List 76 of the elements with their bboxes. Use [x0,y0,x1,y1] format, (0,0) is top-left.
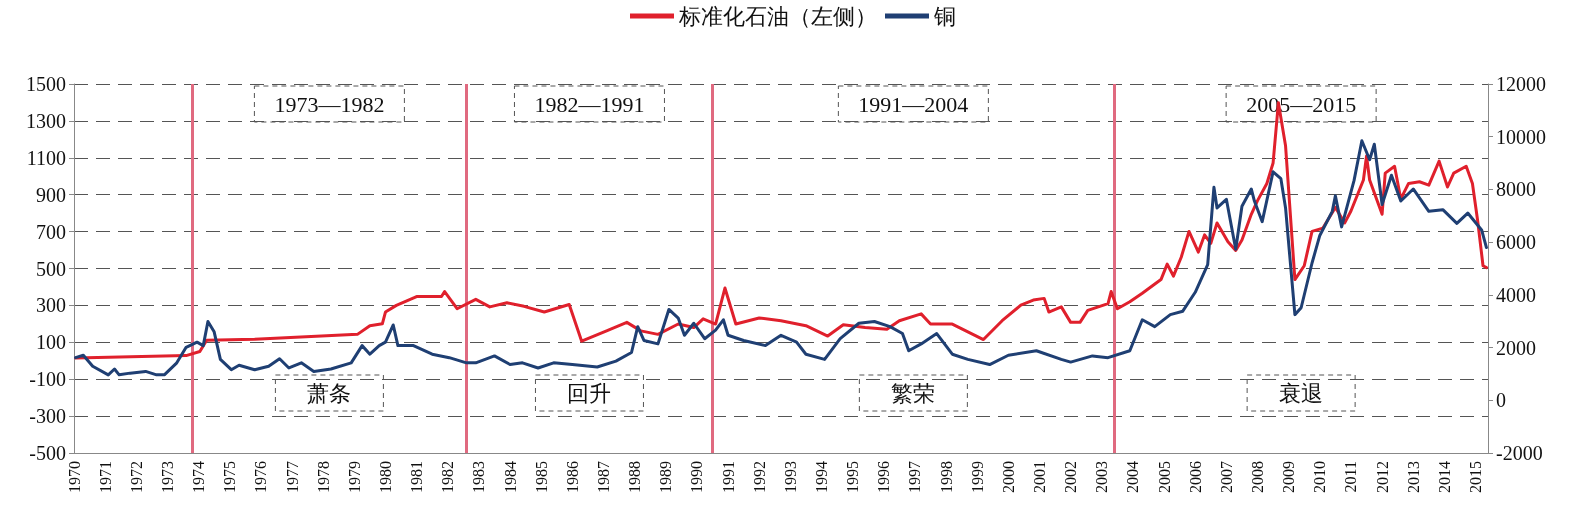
x-tick-label: 1982 [439,461,457,493]
y-tick-label: -300 [29,405,66,428]
x-tick-label: 1995 [844,461,862,493]
annotation: 衰退 [1279,380,1324,406]
x-tick-label: 1999 [968,461,986,493]
x-tick-label: 1998 [937,461,955,493]
x-tick-label: 1976 [252,461,270,493]
y-tick-label: 700 [36,220,66,243]
x-tick-label: 1993 [781,461,799,493]
x-tick-label: 2000 [999,461,1017,493]
x-tick-label: 1970 [65,461,83,493]
x-tick-label: 1971 [96,461,114,493]
y-tick-label: 100 [36,331,66,354]
y-tick-label: 1100 [26,146,66,169]
x-tick-label: 1989 [657,461,675,493]
annotation: 萧条 [307,380,352,406]
legend-label: 铜 [933,3,956,29]
x-tick-label: 1977 [283,461,301,493]
x-tick-label: 1996 [875,461,893,493]
annotation: 1973—1982 [274,91,385,117]
x-tick-label: 1974 [190,461,208,493]
x-tick-label: 2005 [1155,461,1173,493]
x-tick-label: 1979 [345,461,363,493]
x-tick-label: 2002 [1062,461,1080,493]
x-tick-label: 1985 [532,461,550,493]
y2-tick-label: 10000 [1496,125,1546,148]
x-tick-label: 1994 [812,461,830,493]
y-tick-label: -500 [29,442,66,464]
x-tick-label: 2008 [1249,461,1267,493]
x-tick-label: 2007 [1217,461,1235,493]
y2-tick-label: 8000 [1496,178,1536,201]
x-tick-label: 1990 [688,461,706,493]
x-tick-label: 1984 [501,461,519,493]
x-tick-label: 1987 [594,461,612,493]
y-tick-label: 900 [36,183,66,206]
legend-label: 标准化石油（左侧） [678,3,877,29]
x-tick-label: 2013 [1404,461,1422,493]
y-tick-label: 500 [36,257,66,280]
x-tick-label: 2003 [1093,461,1111,493]
y-tick-label: 1300 [26,109,66,132]
x-tick-label: 2010 [1311,461,1329,493]
y-tick-label: -100 [29,368,66,391]
x-tick-label: 2014 [1435,461,1453,493]
y-tick-label: 300 [36,294,66,317]
x-tick-label: 2012 [1373,461,1391,493]
annotation: 1982—1991 [534,91,645,117]
x-tick-label: 1983 [470,461,488,493]
x-tick-label: 1978 [314,461,332,493]
line-series [74,139,1488,377]
x-tick-label: 1981 [408,461,426,493]
x-tick-label: 1986 [563,461,581,493]
x-tick-label: 1975 [221,461,239,493]
y-tick-label: 1500 [26,73,66,95]
x-tick-label: 2009 [1280,461,1298,493]
annotation: 回升 [567,380,612,406]
y2-tick-label: 12000 [1496,73,1546,95]
x-tick-label: 1980 [376,461,394,493]
y2-tick-label: -2000 [1496,442,1543,464]
y2-tick-label: 4000 [1496,283,1536,306]
x-tick-label: 1988 [626,461,644,493]
y2-tick-label: 0 [1496,389,1506,412]
x-tick-label: 2011 [1342,461,1360,493]
x-tick-label: 1992 [750,461,768,493]
x-tick-label: 2001 [1031,461,1049,493]
x-tick-label: 2004 [1124,461,1142,493]
x-tick-label: 2006 [1186,461,1204,493]
x-tick-label: 2015 [1467,461,1485,493]
x-tick-label: 1991 [719,461,737,493]
x-tick-label: 1973 [158,461,176,493]
x-tick-label: 1972 [127,461,145,493]
y2-tick-label: 2000 [1496,336,1536,359]
x-tick-label: 1997 [906,461,924,493]
y2-tick-label: 6000 [1496,231,1536,254]
annotation: 繁荣 [891,380,936,406]
annotation: 1991—2004 [858,91,969,117]
annotation: 2005—2015 [1246,91,1357,117]
